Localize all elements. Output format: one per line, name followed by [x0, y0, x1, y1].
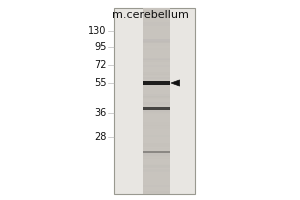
Bar — [142, 170, 170, 171]
Bar — [142, 169, 170, 172]
Bar — [142, 59, 170, 62]
Bar — [142, 148, 170, 149]
Text: 95: 95 — [94, 42, 106, 52]
Bar — [142, 65, 170, 67]
Text: 28: 28 — [94, 132, 106, 142]
Bar — [114, 8, 195, 194]
Bar — [142, 59, 170, 62]
Bar — [142, 135, 170, 137]
Bar — [142, 158, 170, 159]
Bar — [142, 110, 170, 113]
Bar — [142, 22, 170, 26]
Bar — [142, 96, 170, 99]
Bar — [142, 39, 170, 42]
Bar — [142, 164, 170, 167]
Bar — [142, 106, 170, 109]
Bar — [142, 8, 170, 194]
Bar — [142, 77, 170, 79]
Text: 130: 130 — [88, 26, 106, 36]
Bar — [142, 72, 170, 75]
Bar — [142, 96, 170, 98]
Text: 36: 36 — [94, 108, 106, 118]
Bar — [142, 83, 170, 86]
Bar — [142, 110, 170, 114]
Bar — [142, 43, 170, 46]
Bar — [142, 74, 170, 76]
Polygon shape — [171, 80, 180, 86]
Bar — [142, 125, 170, 129]
Text: 72: 72 — [94, 60, 106, 70]
Bar — [142, 81, 170, 84]
Bar — [142, 109, 170, 112]
Bar — [142, 58, 170, 60]
Bar — [142, 143, 170, 147]
Bar — [142, 41, 170, 43]
Bar — [142, 102, 170, 105]
Bar — [142, 48, 170, 50]
Bar — [142, 94, 170, 97]
Bar — [142, 58, 170, 60]
Text: 55: 55 — [94, 78, 106, 88]
Bar — [142, 39, 170, 43]
Bar — [142, 165, 170, 168]
Bar — [142, 156, 170, 159]
Bar — [142, 153, 170, 156]
Bar — [142, 191, 170, 195]
Bar — [142, 81, 170, 85]
Bar — [142, 107, 170, 110]
Bar — [142, 153, 170, 157]
Bar — [142, 185, 170, 187]
Bar — [142, 122, 170, 126]
Bar — [142, 39, 170, 41]
Text: m.cerebellum: m.cerebellum — [112, 10, 188, 20]
Bar — [142, 151, 170, 153]
